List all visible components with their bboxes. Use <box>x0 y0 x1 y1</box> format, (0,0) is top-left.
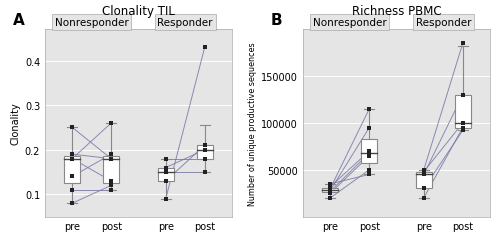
Text: Clonality TIL: Clonality TIL <box>102 5 175 18</box>
FancyBboxPatch shape <box>454 96 471 128</box>
FancyBboxPatch shape <box>64 157 80 183</box>
FancyBboxPatch shape <box>361 140 378 163</box>
Text: A: A <box>12 13 24 27</box>
FancyBboxPatch shape <box>322 188 338 193</box>
Text: B: B <box>270 13 282 27</box>
FancyBboxPatch shape <box>103 157 120 183</box>
FancyBboxPatch shape <box>416 172 432 189</box>
FancyBboxPatch shape <box>196 146 213 159</box>
Y-axis label: Number of unique productive sequences: Number of unique productive sequences <box>248 42 257 205</box>
FancyBboxPatch shape <box>158 168 174 181</box>
Title: Nonresponder: Nonresponder <box>313 18 386 28</box>
Title: Responder: Responder <box>158 18 213 28</box>
Y-axis label: Clonality: Clonality <box>10 102 20 145</box>
Title: Responder: Responder <box>416 18 471 28</box>
Text: Richness PBMC: Richness PBMC <box>352 5 442 18</box>
Title: Nonresponder: Nonresponder <box>55 18 128 28</box>
